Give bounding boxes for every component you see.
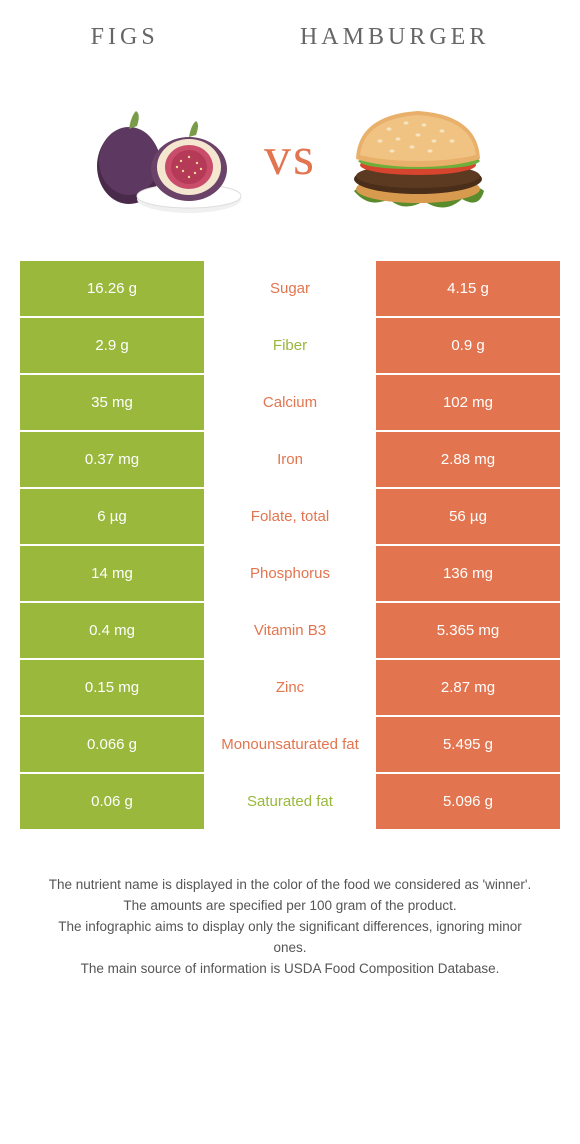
- value-right: 2.88 mg: [376, 432, 560, 487]
- value-right: 4.15 g: [376, 261, 560, 316]
- nutrient-label: Iron: [204, 432, 376, 487]
- vs-row: vs: [0, 63, 580, 261]
- value-right: 5.365 mg: [376, 603, 560, 658]
- value-right: 102 mg: [376, 375, 560, 430]
- value-right: 5.495 g: [376, 717, 560, 772]
- footnote-line: The main source of information is USDA F…: [40, 959, 540, 980]
- footnotes: The nutrient name is displayed in the co…: [0, 831, 580, 980]
- value-left: 16.26 g: [20, 261, 204, 316]
- nutrient-label: Saturated fat: [204, 774, 376, 829]
- nutrient-label: Monounsaturated fat: [204, 717, 376, 772]
- value-right: 5.096 g: [376, 774, 560, 829]
- table-row: 35 mgCalcium102 mg: [20, 375, 560, 430]
- value-left: 35 mg: [20, 375, 204, 430]
- table-row: 14 mgPhosphorus136 mg: [20, 546, 560, 601]
- value-left: 2.9 g: [20, 318, 204, 373]
- table-row: 0.066 gMonounsaturated fat5.495 g: [20, 717, 560, 772]
- value-left: 0.4 mg: [20, 603, 204, 658]
- footnote-line: The infographic aims to display only the…: [40, 917, 540, 959]
- value-left: 0.15 mg: [20, 660, 204, 715]
- nutrient-label: Vitamin B3: [204, 603, 376, 658]
- nutrient-label: Zinc: [204, 660, 376, 715]
- value-left: 14 mg: [20, 546, 204, 601]
- footnote-line: The amounts are specified per 100 gram o…: [40, 896, 540, 917]
- header-titles: Figs Hamburger: [0, 0, 580, 63]
- title-right: Hamburger: [300, 24, 489, 51]
- value-left: 0.37 mg: [20, 432, 204, 487]
- table-row: 0.15 mgZinc2.87 mg: [20, 660, 560, 715]
- value-right: 0.9 g: [376, 318, 560, 373]
- table-row: 0.06 gSaturated fat5.096 g: [20, 774, 560, 829]
- nutrient-label: Phosphorus: [204, 546, 376, 601]
- nutrient-label: Calcium: [204, 375, 376, 430]
- title-left: Figs: [91, 24, 159, 51]
- hamburger-image: [334, 81, 499, 231]
- table-row: 6 µgFolate, total56 µg: [20, 489, 560, 544]
- value-right: 2.87 mg: [376, 660, 560, 715]
- value-right: 56 µg: [376, 489, 560, 544]
- nutrient-label: Fiber: [204, 318, 376, 373]
- value-left: 0.066 g: [20, 717, 204, 772]
- nutrient-label: Sugar: [204, 261, 376, 316]
- value-right: 136 mg: [376, 546, 560, 601]
- table-row: 0.4 mgVitamin B35.365 mg: [20, 603, 560, 658]
- nutrient-label: Folate, total: [204, 489, 376, 544]
- value-left: 0.06 g: [20, 774, 204, 829]
- footnote-line: The nutrient name is displayed in the co…: [40, 875, 540, 896]
- figs-image: [81, 81, 246, 231]
- table-row: 2.9 gFiber0.9 g: [20, 318, 560, 373]
- comparison-table: 16.26 gSugar4.15 g2.9 gFiber0.9 g35 mgCa…: [0, 261, 580, 829]
- vs-label: vs: [264, 125, 316, 187]
- value-left: 6 µg: [20, 489, 204, 544]
- table-row: 0.37 mgIron2.88 mg: [20, 432, 560, 487]
- table-row: 16.26 gSugar4.15 g: [20, 261, 560, 316]
